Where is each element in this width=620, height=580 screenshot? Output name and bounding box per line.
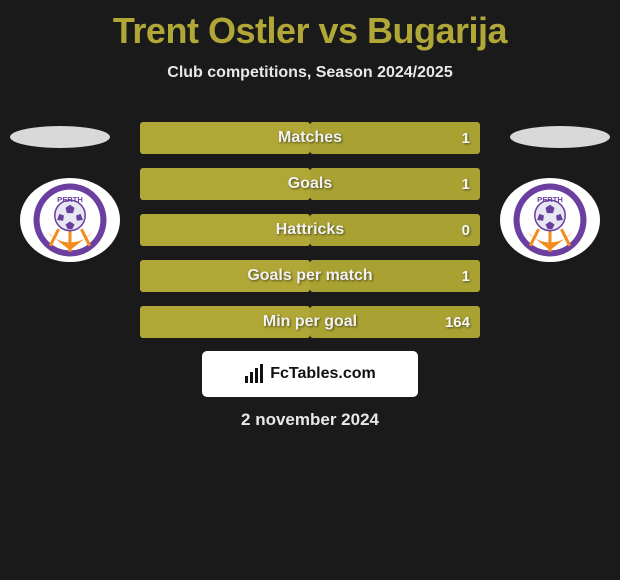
club-logo-right: PERTH — [500, 178, 600, 262]
subtitle: Club competitions, Season 2024/2025 — [0, 64, 620, 82]
stat-row: Matches1 — [140, 122, 480, 154]
stat-bar-left — [140, 306, 310, 338]
page-title: Trent Ostler vs Bugarija — [0, 0, 620, 52]
stat-bar-right — [310, 122, 480, 154]
stat-bar-right — [310, 168, 480, 200]
stat-bar-left — [140, 122, 310, 154]
barchart-icon — [244, 364, 264, 384]
svg-text:PERTH: PERTH — [537, 195, 563, 204]
stat-row: Hattricks0 — [140, 214, 480, 246]
player-avatar-left — [10, 126, 110, 148]
stat-bars: Matches1 Goals1 Hattricks0 Goals per match1… — [140, 122, 480, 352]
stat-bar-right — [310, 214, 480, 246]
stat-bar-left — [140, 260, 310, 292]
stat-bar-left — [140, 214, 310, 246]
perth-glory-logo-icon: PERTH — [32, 182, 108, 258]
stat-bar-right — [310, 260, 480, 292]
stat-row: Min per goal164 — [140, 306, 480, 338]
club-logo-left: PERTH — [20, 178, 120, 262]
stat-bar-right — [310, 306, 480, 338]
stat-row: Goals1 — [140, 168, 480, 200]
site-logo[interactable]: FcTables.com — [202, 351, 418, 397]
player-avatar-right — [510, 126, 610, 148]
stat-row: Goals per match1 — [140, 260, 480, 292]
svg-text:PERTH: PERTH — [57, 195, 83, 204]
site-logo-text: FcTables.com — [270, 365, 376, 383]
perth-glory-logo-icon: PERTH — [512, 182, 588, 258]
stat-bar-left — [140, 168, 310, 200]
date-label: 2 november 2024 — [0, 410, 620, 430]
